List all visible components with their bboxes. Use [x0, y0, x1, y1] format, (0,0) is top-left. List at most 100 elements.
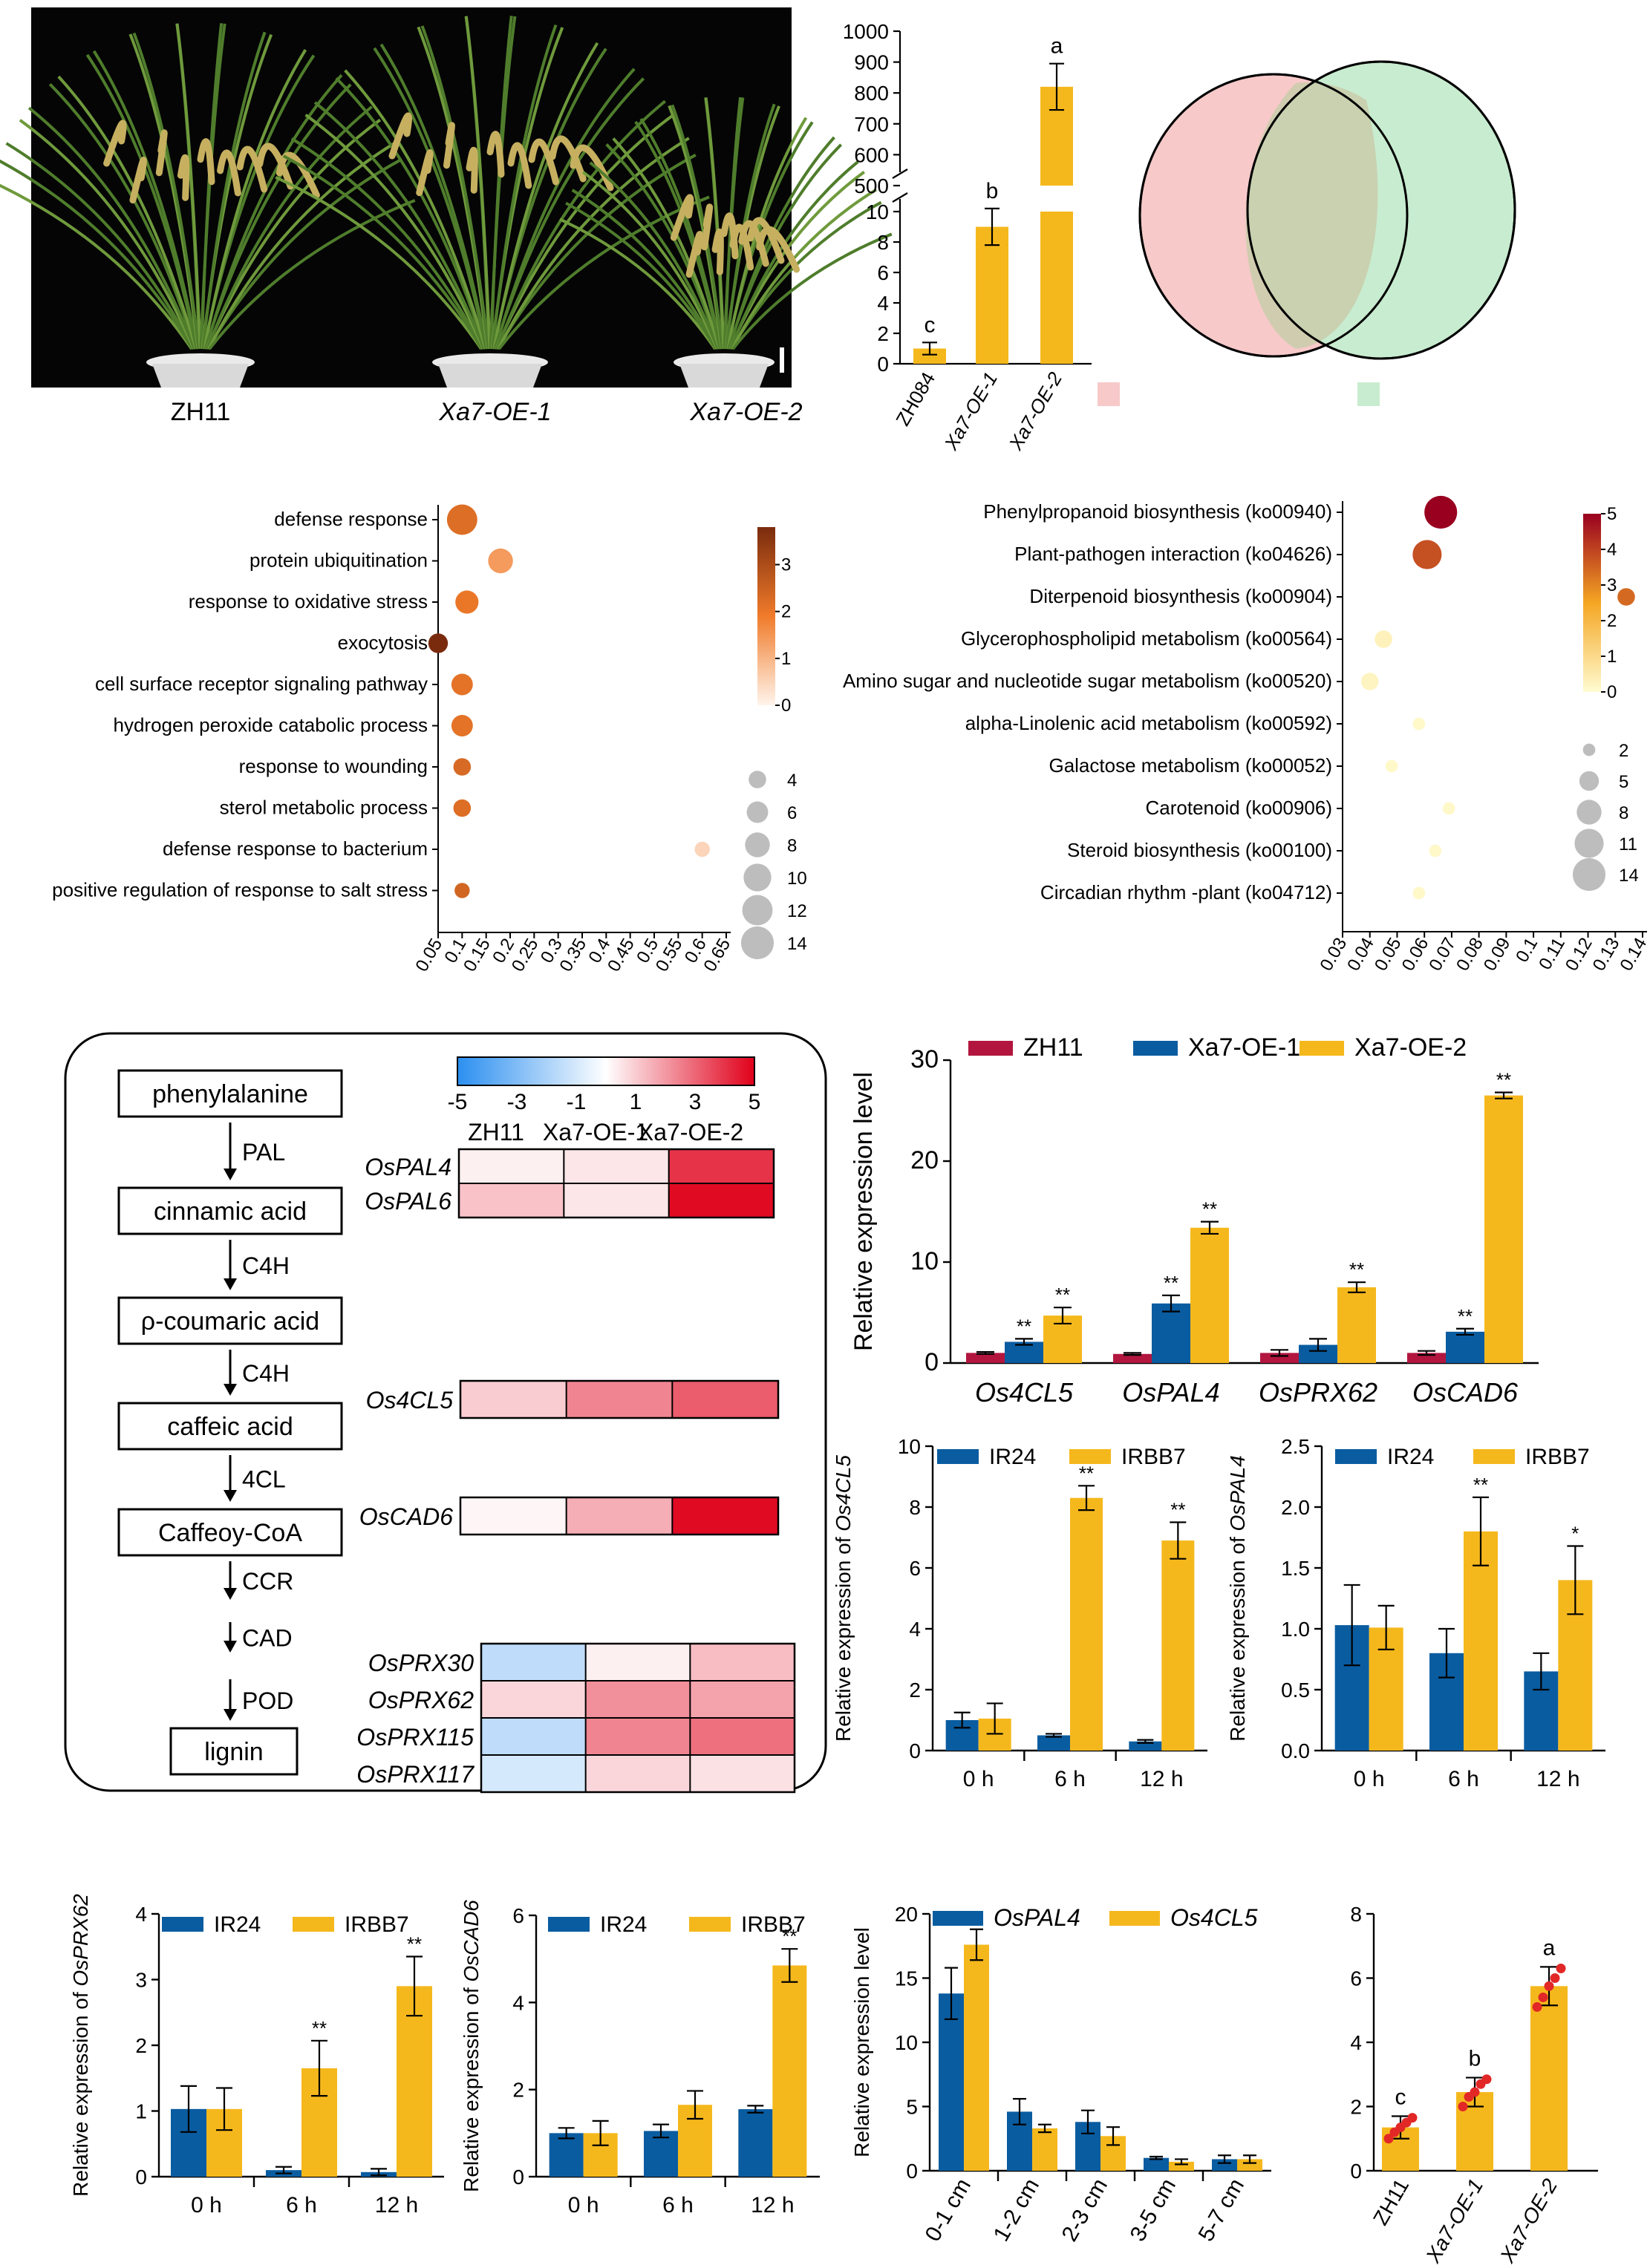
- term-label: response to oxidative stress: [189, 590, 428, 612]
- y-axis-title: Relative expression of OsCAD6: [460, 1900, 483, 2192]
- bar: [1161, 1540, 1195, 1751]
- panicle: [103, 120, 127, 167]
- bubble: [1442, 802, 1455, 815]
- bubble: [1375, 630, 1392, 648]
- leaf: [275, 176, 483, 350]
- size-legend-label: 5: [1619, 772, 1628, 792]
- bar: [549, 2133, 584, 2177]
- x-tick-label: 0.65: [700, 935, 734, 975]
- leaf: [464, 16, 492, 350]
- y-tick-label: 6: [512, 1904, 524, 1927]
- x-tick-label: 0-1 cm: [921, 2174, 976, 2246]
- x-tick-label: Xa7-OE-2: [1004, 368, 1067, 454]
- size-legend-circle: [745, 832, 770, 857]
- y-tick-label: 3: [135, 1969, 147, 1992]
- bubble: [1360, 673, 1379, 690]
- x-tick-label: 0 h: [963, 1767, 994, 1791]
- size-legend-label: 8: [787, 836, 797, 856]
- bubble: [453, 799, 472, 817]
- size-legend-label: 14: [787, 934, 807, 954]
- legend-swatch: [1109, 1911, 1160, 1926]
- significance-mark: **: [782, 1925, 797, 1947]
- size-legend-label: 2: [1619, 741, 1628, 761]
- significance-letter: a: [1051, 34, 1063, 59]
- legend-swatch: [1300, 1041, 1344, 1056]
- y-tick-label: 6: [1350, 1967, 1362, 1990]
- heatmap-cell: [481, 1755, 586, 1792]
- leaf: [704, 97, 725, 350]
- y-axis-title-gene: OsCAD6: [460, 1900, 483, 1982]
- y-axis-title-prefix: Relative expression of: [1226, 1531, 1249, 1741]
- heatmap-scale-label: 1: [630, 1090, 642, 1114]
- y-axis-title: Relative expression level: [850, 1072, 878, 1351]
- pathway-compound: lignin: [204, 1738, 263, 1766]
- term-label: protein ubiquitination: [250, 549, 428, 572]
- x-tick-label: 12 h: [375, 2193, 418, 2218]
- y-tick-label: 1: [135, 2100, 147, 2123]
- x-tick-label: 0.06: [1398, 935, 1433, 975]
- term-label: Glycerophospholipid metabolism (ko00564): [961, 627, 1332, 650]
- legend-label: IR24: [1387, 1445, 1434, 1469]
- panicle: [217, 149, 241, 197]
- rice-plant-3: [559, 97, 893, 388]
- size-legend-circle: [740, 926, 775, 960]
- y-tick-label: 600: [854, 143, 889, 166]
- term-label: Phenylpropanoid biosynthesis (ko00940): [983, 500, 1332, 523]
- heatmap-gene-label: OsPRX115: [356, 1724, 474, 1751]
- color-legend-label: 3: [1607, 575, 1617, 595]
- leaf: [581, 171, 719, 350]
- y-tick-label: 20: [895, 1903, 918, 1926]
- leaf: [92, 50, 199, 350]
- x-tick-label: 2-3 cm: [1057, 2174, 1112, 2246]
- leaf: [206, 105, 373, 350]
- x-tick-label: 12 h: [751, 2193, 794, 2218]
- legend-swatch: [1133, 1041, 1178, 1056]
- legend-swatch: [933, 1911, 983, 1926]
- leaf: [559, 218, 717, 350]
- color-legend-label: 2: [1607, 611, 1617, 631]
- bar: [939, 1993, 964, 2171]
- leaf: [726, 117, 808, 350]
- bar: [644, 2131, 678, 2177]
- legend-label: IR24: [214, 1912, 261, 1937]
- y-tick-label: 8: [909, 1496, 921, 1519]
- x-tick-label: 0.09: [1480, 935, 1515, 975]
- panel-a: ZH11 Xa7-OE-1 Xa7-OE-2: [0, 7, 893, 426]
- bar: [1152, 1303, 1190, 1363]
- bar: [966, 1353, 1005, 1363]
- x-tick-label: 12 h: [1536, 1767, 1579, 1791]
- x-tick-label: 0.14: [1616, 935, 1650, 975]
- panel-m: 0 2 4 6 8 c ZH11 b Xa7-OE-1 a Xa7-OE-2: [1350, 1903, 1598, 2267]
- bar: [1337, 1287, 1376, 1363]
- pathway-arrowhead: [224, 1588, 237, 1600]
- leaf: [589, 161, 720, 350]
- enzyme-label: C4H: [242, 1252, 290, 1279]
- pathway-arrowhead: [224, 1490, 237, 1502]
- bar: [1464, 1531, 1498, 1751]
- pathway-box: [117, 1069, 343, 1118]
- significance-mark: **: [1349, 1258, 1364, 1281]
- panicle: [416, 149, 434, 197]
- color-legend-label: 1: [781, 649, 791, 669]
- y-tick-label: 500: [854, 174, 889, 197]
- bar: [772, 1965, 807, 2177]
- x-tick-label: 0.07: [1425, 935, 1460, 975]
- panicle: [685, 231, 703, 278]
- color-legend-label: 3: [781, 555, 791, 575]
- leaf: [282, 154, 483, 350]
- term-label: Carotenoid (ko00906): [1146, 797, 1333, 819]
- panicle: [711, 228, 724, 275]
- y-tick-label: 2: [135, 2034, 147, 2057]
- y-tick-label: 4: [877, 292, 889, 315]
- panicle: [466, 146, 478, 194]
- data-point: [1470, 2087, 1480, 2097]
- significance-mark: **: [1055, 1284, 1070, 1306]
- significance-letter: c: [925, 313, 936, 337]
- size-legend-label: 4: [787, 771, 797, 791]
- y-axis-title-gene: Os4CL5: [832, 1455, 855, 1532]
- panicle: [236, 146, 268, 193]
- y-axis-title-prefix: Relative expression of: [69, 1987, 92, 2197]
- color-legend-label: 0: [781, 696, 791, 716]
- leaf: [725, 103, 776, 350]
